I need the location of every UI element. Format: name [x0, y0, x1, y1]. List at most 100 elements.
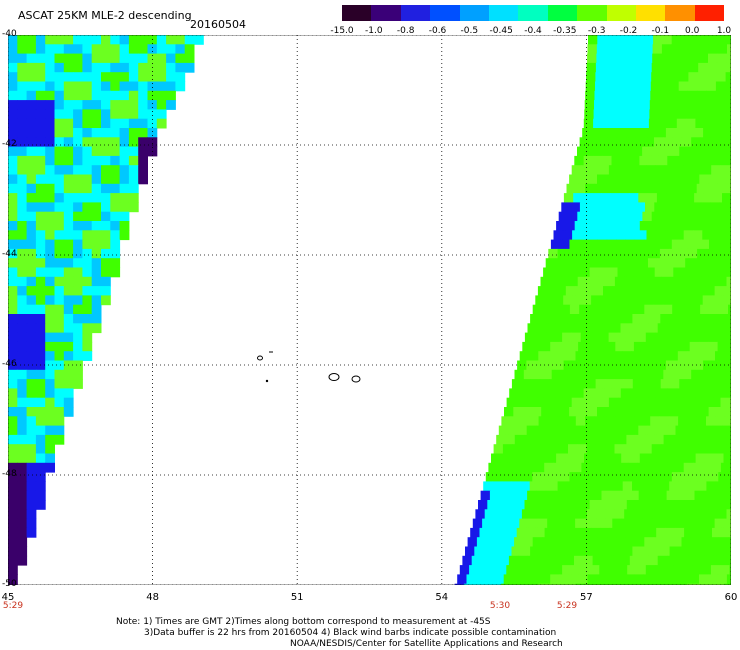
swath-cell-right [493, 444, 504, 454]
swath-cell-right [680, 44, 691, 55]
swath-cell-right [718, 472, 729, 482]
swath-cell-right [531, 574, 542, 585]
swath-cell-right [708, 407, 719, 417]
swath-cell-left [35, 379, 46, 389]
swath-cell-right [537, 518, 548, 529]
swath-cell-right [570, 202, 581, 213]
swath-cell-left [54, 239, 65, 250]
swath-cell-right [675, 490, 686, 501]
swath-cell-right [521, 509, 532, 520]
swath-cell-right [585, 90, 595, 101]
swath-cell-right [603, 583, 614, 585]
swath-cell-right [524, 332, 535, 343]
colorbar-swatch [430, 5, 460, 21]
swath-cell-left [119, 183, 130, 194]
swath-cell-right [617, 332, 628, 343]
swath-cell-right [648, 155, 659, 166]
swath-cell-right [699, 407, 710, 417]
colorbar-swatch [342, 5, 372, 21]
swath-cell-right [536, 323, 547, 334]
swath-cell-right [641, 481, 652, 492]
swath-cell-right [722, 555, 731, 566]
swath-cell-right [712, 360, 723, 371]
swath-cell-right [659, 248, 670, 259]
swath-cell-right [640, 583, 651, 585]
swath-cell-left [26, 286, 37, 296]
swath-cell-right [654, 202, 665, 213]
swath-cell-right [606, 174, 617, 185]
swath-cell-right [705, 286, 716, 296]
swath-cell-right [698, 509, 709, 520]
swath-cell-right [689, 44, 700, 55]
swath-cell-right [687, 481, 698, 492]
swath-cell-right [678, 248, 689, 259]
swath-cell-right [560, 472, 570, 482]
swath-cell-left [138, 137, 148, 148]
swath-cell-right [726, 53, 731, 64]
swath-time-mid: 5:30 [489, 601, 511, 611]
swath-cell-right [614, 62, 625, 73]
swath-cell-right [543, 267, 553, 278]
x-tick-label: 54 [435, 592, 449, 603]
swath-cell-left [8, 574, 18, 585]
swath-cell-right [579, 137, 590, 148]
swath-cell-right [504, 537, 515, 547]
swath-cell-right [615, 174, 626, 185]
swath-cell-left [54, 397, 65, 408]
swath-cell-right [616, 137, 627, 148]
swath-cell-right [580, 332, 591, 343]
swath-cell-right [680, 53, 690, 64]
swath-cell-right [532, 537, 543, 547]
swath-cell-right [595, 314, 605, 324]
swath-cell-left [91, 44, 102, 55]
swath-cell-left [101, 276, 111, 287]
swath-cell-right [513, 407, 524, 417]
swath-cell-left [73, 62, 83, 73]
swath-cell-right [721, 360, 731, 371]
swath-cell-left [54, 155, 65, 166]
swath-cell-left [101, 248, 111, 259]
swath-cell-left [26, 472, 37, 482]
swath-cell-right [677, 221, 687, 231]
map-plot-area[interactable] [8, 35, 731, 585]
swath-cell-right [528, 453, 538, 464]
swath-cell-left [73, 276, 83, 287]
swath-cell-right [707, 146, 717, 157]
swath-cell-right [495, 537, 506, 547]
swath-cell-right [725, 146, 731, 157]
swath-cell-right [722, 193, 731, 203]
swath-cell-right [519, 351, 530, 361]
swath-cell-right [669, 72, 680, 82]
swath-cell-right [633, 509, 644, 520]
swath-cell-right [685, 323, 696, 334]
swath-cell-left [8, 35, 18, 45]
swath-cell-left [138, 146, 148, 157]
colorbar-label: -0.3 [587, 26, 606, 36]
swath-cell-right [599, 565, 610, 575]
swath-cell-right [681, 369, 692, 380]
swath-cell-right [626, 434, 637, 445]
swath-cell-right [686, 109, 697, 120]
swath-cell-left [8, 193, 18, 203]
swath-cell-right [603, 351, 614, 361]
swath-cell-left [54, 174, 65, 185]
swath-cell-right [683, 462, 694, 473]
swath-cell-left [26, 407, 37, 417]
swath-cell-left [17, 44, 28, 55]
swath-cell-right [646, 165, 656, 175]
swath-cell-right [665, 527, 676, 538]
swath-cell-left [8, 128, 18, 138]
swath-cell-left [63, 258, 74, 268]
swath-cell-right [708, 44, 719, 55]
swath-cell-right [687, 183, 698, 194]
swath-cell-right [650, 481, 661, 492]
swath-cell-right [716, 314, 726, 324]
swath-cell-right [609, 295, 620, 306]
swath-cell-left [45, 62, 55, 73]
swath-cell-right [475, 574, 486, 585]
swath-cell-right [630, 388, 640, 399]
swath-cell-right [697, 72, 708, 82]
swath-cell-right [666, 258, 677, 268]
swath-cell-left [101, 81, 111, 92]
swath-cell-right [679, 72, 689, 82]
